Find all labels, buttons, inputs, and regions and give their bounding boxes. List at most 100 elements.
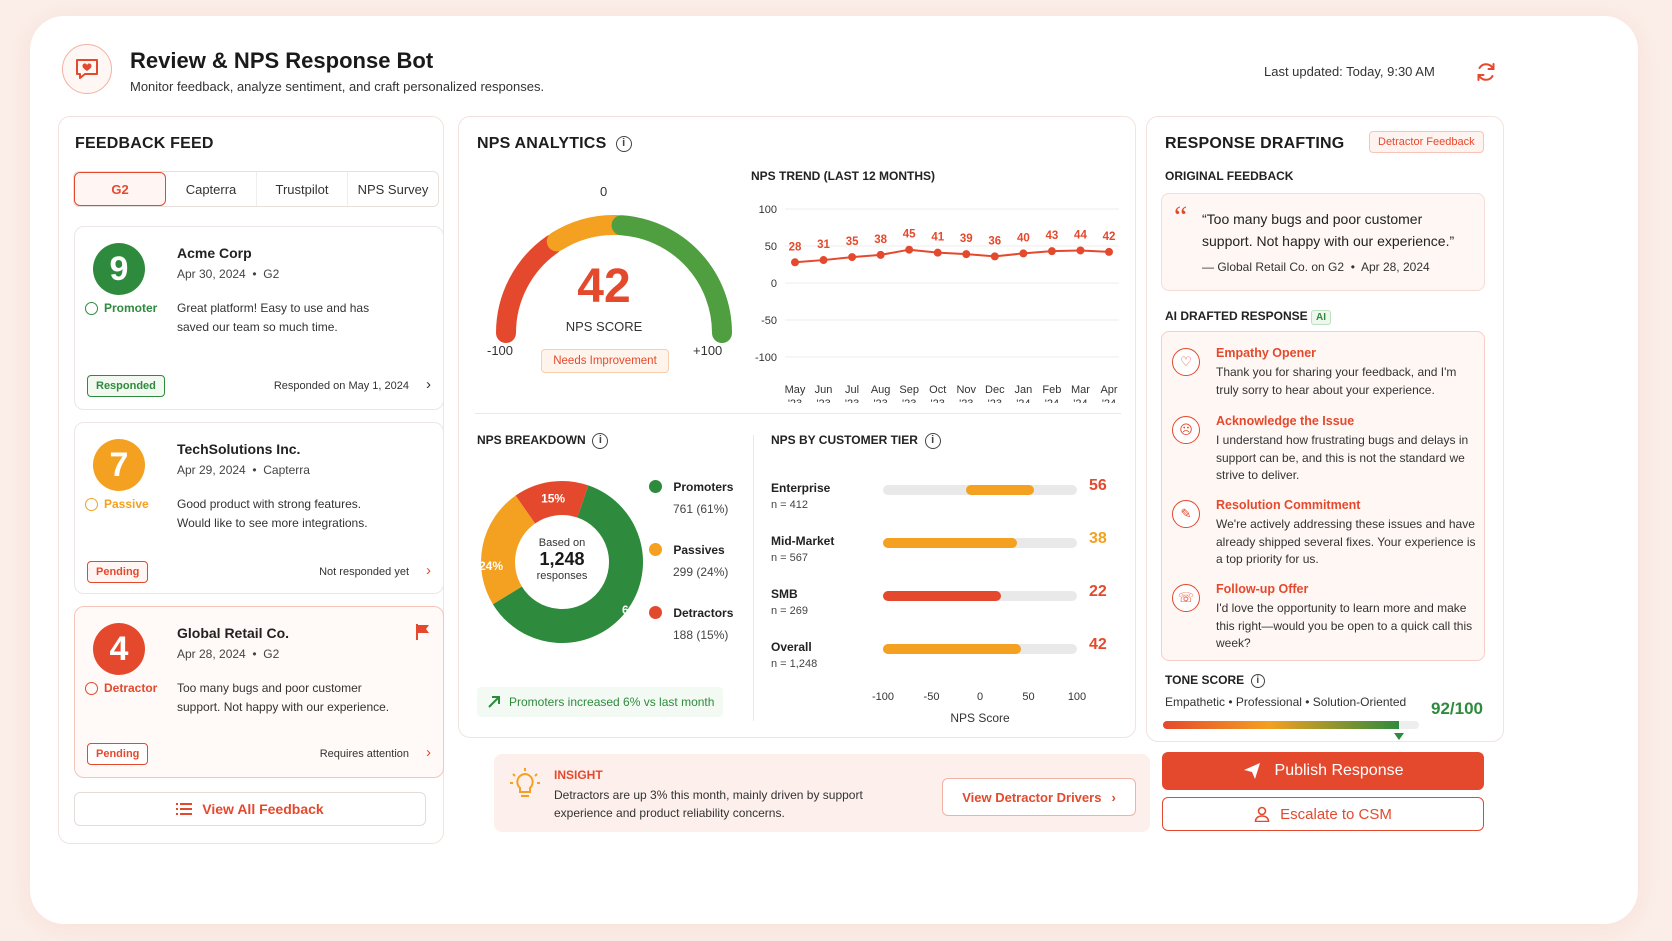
info-icon[interactable]: i: [1250, 673, 1265, 688]
tier-bar[interactable]: [883, 538, 1017, 548]
trend-point[interactable]: [848, 253, 857, 262]
company-name: Global Retail Co.: [177, 625, 290, 641]
trend-point[interactable]: [1105, 247, 1113, 256]
legend-detractors: Detractors 188 (15%): [649, 605, 733, 642]
tab-g2[interactable]: G2: [74, 172, 166, 206]
tab-capterra[interactable]: Capterra: [166, 172, 257, 206]
trend-point[interactable]: [1047, 247, 1056, 256]
tier-value: 42: [1089, 636, 1107, 653]
tier-bar[interactable]: [883, 644, 1021, 654]
x-tick-year: '24: [1045, 398, 1059, 403]
trend-data-label: 31: [817, 239, 830, 251]
sad-face-icon: ☹: [1172, 416, 1200, 444]
trend-point[interactable]: [990, 252, 999, 261]
tier-bar[interactable]: [883, 591, 1002, 601]
feedback-card-global-retail[interactable]: 4 Detractor Global Retail Co. Apr 28, 20…: [74, 606, 444, 778]
original-quote: “Too many bugs and poor customer support…: [1202, 211, 1455, 249]
x-tick-label: Jun: [815, 384, 833, 396]
gauge-segment: [546, 215, 628, 252]
tier-value: 56: [1089, 477, 1107, 494]
nps-trend-chart: 100 50 0 -50 -100 28 May '23 31 Jun '23 35 Jul '23 38 A…: [755, 204, 1119, 403]
nps-analytics-title: NPS ANALYTICS i: [477, 135, 632, 153]
feedback-text: Too many bugs and poor customer support.…: [177, 681, 390, 714]
info-icon[interactable]: i: [592, 433, 609, 449]
donut-slice[interactable]: [515, 481, 589, 524]
tier-axis-tick: 0: [976, 691, 984, 703]
feedback-card-acme[interactable]: 9 Promoter Acme Corp Apr 30, 2024 • G2 G…: [74, 226, 444, 410]
trend-point[interactable]: [791, 258, 799, 267]
x-tick-label: Mar: [1071, 384, 1090, 396]
trend-point[interactable]: [905, 245, 914, 254]
nps-score-badge: 4: [93, 623, 145, 675]
x-tick-label: Sep: [899, 384, 919, 396]
tone-score-bar: [1163, 721, 1419, 729]
chevron-right-icon[interactable]: ›: [426, 376, 431, 393]
tier-axis-label: NPS Score: [950, 711, 1010, 725]
quote-icon: “: [1174, 200, 1188, 233]
view-all-feedback-button[interactable]: View All Feedback: [74, 792, 426, 826]
legend-promoters: Promoters 761 (61%): [649, 479, 733, 516]
original-feedback-box: “ “Too many bugs and poor customer suppo…: [1161, 193, 1485, 291]
x-tick-year: '23: [873, 398, 887, 403]
tier-label: Enterprise: [771, 481, 831, 495]
donut-slice-label: 24%: [479, 559, 503, 573]
x-tick-year: '24: [1016, 398, 1030, 403]
tone-tags: Empathetic • Professional • Solution-Ori…: [1165, 695, 1407, 709]
nps-analytics-panel: NPS ANALYTICS i 0 42 NPS SCORE -100 +100…: [458, 116, 1136, 738]
escalate-to-csm-button[interactable]: Escalate to CSM: [1162, 797, 1484, 831]
nps-breakdown-title: NPS BREAKDOWN i: [477, 433, 609, 449]
info-icon[interactable]: i: [924, 433, 941, 449]
chevron-right-icon[interactable]: ›: [426, 744, 431, 761]
source-tabs: G2 Capterra Trustpilot NPS Survey: [73, 171, 439, 207]
tab-nps-survey[interactable]: NPS Survey: [357, 181, 429, 197]
breakdown-trend-note: Promoters increased 6% vs last month: [477, 687, 723, 717]
send-icon: [1243, 763, 1260, 779]
refresh-button[interactable]: [1472, 58, 1500, 86]
company-name: TechSolutions Inc.: [177, 441, 301, 457]
trend-point[interactable]: [1076, 246, 1085, 255]
tone-score-value: 92/100: [1431, 699, 1483, 718]
trend-point[interactable]: [933, 248, 942, 257]
quote-attribution: — Global Retail Co. on G2 • Apr 28, 2024: [1202, 260, 1430, 274]
app-logo: [62, 44, 112, 94]
trend-point[interactable]: [962, 250, 971, 259]
feedback-card-techsolutions[interactable]: 7 Passive TechSolutions Inc. Apr 29, 202…: [74, 422, 444, 594]
chevron-right-icon: ›: [1111, 789, 1116, 805]
trend-line: [794, 248, 1110, 264]
view-detractor-drivers-button[interactable]: View Detractor Drivers ›: [942, 778, 1136, 816]
trend-point[interactable]: [876, 250, 885, 259]
tier-value: 38: [1089, 530, 1107, 547]
tier-axis-tick: 50: [1022, 691, 1035, 703]
trend-data-label: 43: [1046, 230, 1059, 242]
x-tick-year: '23: [816, 398, 830, 403]
x-tick-label: Apr: [1100, 384, 1117, 396]
tier-count: n = 269: [771, 605, 809, 617]
trend-point[interactable]: [1019, 249, 1028, 258]
flag-icon[interactable]: [415, 623, 431, 646]
user-icon: [1254, 806, 1270, 822]
nps-score-badge: 7: [93, 439, 145, 491]
donut-caption: Based on: [538, 537, 586, 549]
tab-trustpilot[interactable]: Trustpilot: [257, 172, 348, 206]
donut-slice[interactable]: [492, 485, 643, 643]
response-drafting-title: RESPONSE DRAFTING: [1165, 135, 1345, 152]
trend-point[interactable]: [819, 256, 828, 265]
breakdown-legend: Promoters 761 (61%) Passives 299 (24%) D…: [649, 479, 749, 659]
y-tick-label: 50: [765, 241, 777, 253]
status-badge: Pending: [87, 561, 149, 583]
info-icon[interactable]: i: [615, 135, 632, 152]
tier-count: n = 1,248: [771, 658, 818, 670]
feedback-text: Great platform! Easy to use and has save…: [177, 301, 370, 334]
trend-data-label: 35: [846, 236, 859, 248]
nps-score-label: NPS SCORE: [565, 319, 643, 334]
happy-face-icon: [85, 301, 98, 315]
donut-total: 1,248: [539, 549, 585, 569]
heart-hand-icon: ♡: [1172, 348, 1200, 376]
donut-slice[interactable]: [481, 495, 536, 605]
chevron-right-icon[interactable]: ›: [426, 562, 431, 579]
x-tick-year: '23: [988, 398, 1002, 403]
needs-improvement-badge: Needs Improvement: [541, 349, 669, 373]
tier-bar[interactable]: [966, 485, 1035, 495]
publish-response-button[interactable]: Publish Response: [1162, 752, 1484, 790]
gauge-mid-label: 0: [600, 184, 608, 199]
